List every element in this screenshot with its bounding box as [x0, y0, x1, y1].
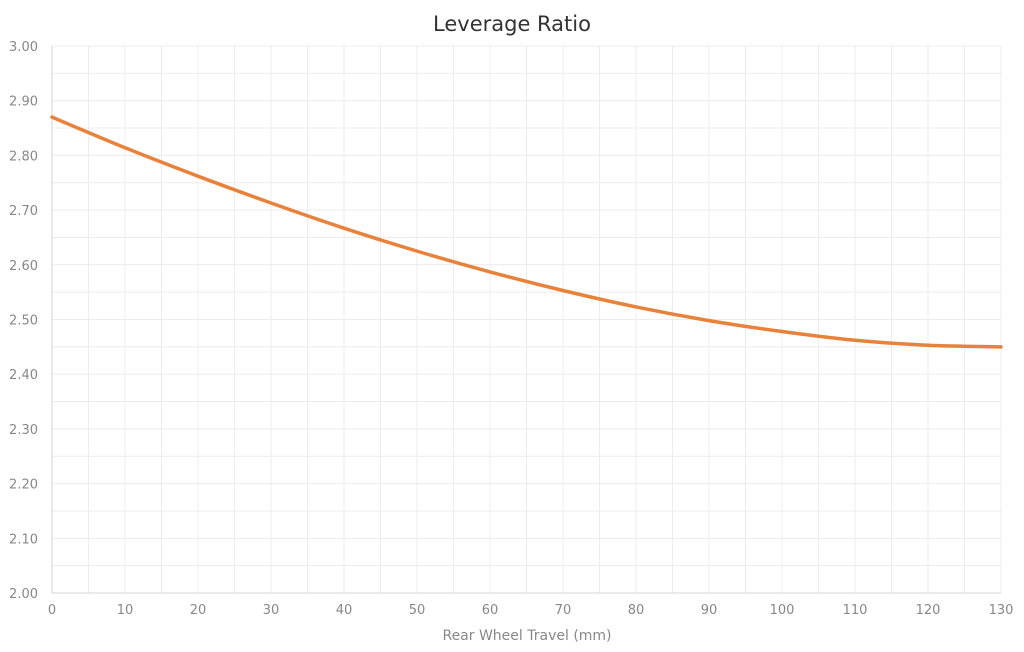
y-tick-label: 2.10 — [9, 532, 38, 547]
x-axis-title: Rear Wheel Travel (mm) — [442, 628, 611, 644]
y-tick-label: 2.30 — [9, 423, 38, 438]
x-tick-label: 30 — [263, 603, 280, 618]
x-tick-label: 130 — [989, 603, 1014, 618]
x-tick-label: 50 — [409, 603, 426, 618]
y-tick-label: 2.70 — [9, 204, 38, 219]
y-tick-label: 2.90 — [9, 95, 38, 110]
x-tick-label: 20 — [190, 603, 207, 618]
x-tick-label: 40 — [336, 603, 353, 618]
axes — [51, 46, 1001, 594]
y-tick-label: 2.50 — [9, 314, 38, 329]
y-tick-label: 2.40 — [9, 368, 38, 383]
tick-labels: 0 10 20 30 40 50 60 70 80 90 100 110 120 130 2.00 2.10 2… — [9, 40, 1013, 618]
y-tick-label: 2.80 — [9, 149, 38, 164]
grid — [51, 45, 1002, 594]
y-tick-label: 3.00 — [9, 40, 38, 55]
y-tick-label: 2.60 — [9, 259, 38, 274]
chart-title: Leverage Ratio — [433, 12, 591, 36]
leverage-ratio-line — [50, 115, 1003, 349]
y-tick-label: 2.20 — [9, 478, 38, 493]
x-tick-label: 100 — [770, 603, 795, 618]
x-tick-label: 120 — [916, 603, 941, 618]
x-tick-label: 70 — [555, 603, 572, 618]
x-tick-label: 10 — [117, 603, 134, 618]
x-tick-label: 80 — [628, 603, 645, 618]
x-tick-label: 90 — [701, 603, 718, 618]
y-tick-label: 2.00 — [9, 587, 38, 602]
series-layer — [50, 115, 1003, 349]
x-tick-label: 0 — [48, 603, 56, 618]
x-tick-label: 110 — [843, 603, 868, 618]
x-tick-label: 60 — [482, 603, 499, 618]
